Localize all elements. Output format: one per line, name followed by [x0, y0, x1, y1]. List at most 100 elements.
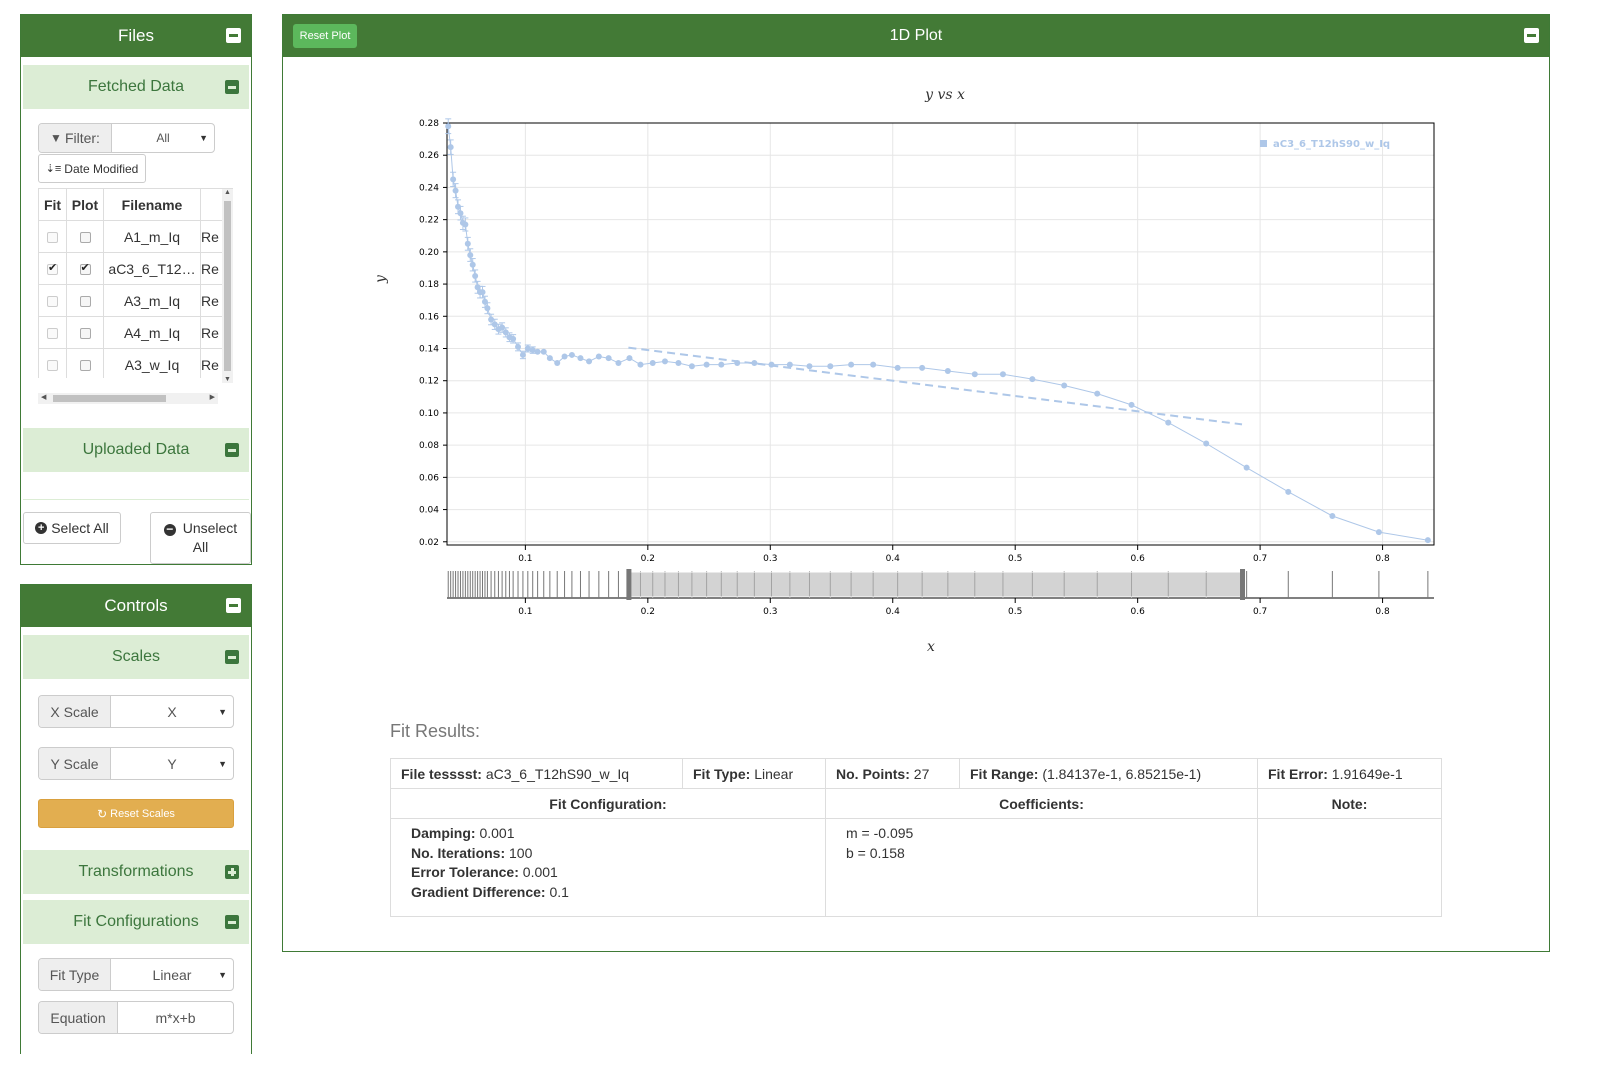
- data-point: [806, 363, 813, 370]
- sort-label: Date Modified: [64, 161, 139, 176]
- plot-checkbox[interactable]: [79, 296, 91, 308]
- fit-checkbox[interactable]: [47, 232, 58, 244]
- data-point: [546, 355, 553, 362]
- fit-configurations-header[interactable]: Fit Configurations: [23, 900, 249, 944]
- fit-results-table: File tesssst: aC3_6_T12hS90_w_Iq Fit Typ…: [390, 758, 1442, 917]
- plot-chart[interactable]: y vs x y x 0.02 0.04 0.06 0.08 0.10 0.12 0.14 0.16…: [283, 57, 1549, 677]
- y-scale-select[interactable]: Y Scale Y ▼: [38, 747, 234, 780]
- fit-details-row: Damping: 0.001 No. Iterations: 100 Error…: [390, 818, 1442, 917]
- files-panel: Files Fetched Data ▼ Filter: All ▼ ⇣≡ Da…: [20, 14, 252, 565]
- data-point: [529, 347, 536, 354]
- data-point: [474, 284, 481, 291]
- data-point: [479, 289, 486, 296]
- scroll-right-icon[interactable]: ▶: [209, 394, 215, 401]
- x-scale-select[interactable]: X Scale X ▼: [38, 695, 234, 728]
- data-point: [1329, 513, 1336, 520]
- collapse-controls-icon[interactable]: [226, 598, 241, 613]
- data-point: [502, 329, 509, 336]
- plot-checkbox[interactable]: [79, 328, 91, 340]
- hscroll-thumb[interactable]: [53, 395, 166, 402]
- collapse-fit-configurations-icon[interactable]: [225, 915, 239, 929]
- transformations-header[interactable]: Transformations: [23, 850, 249, 894]
- points-value: 27: [913, 765, 930, 782]
- plot-checkbox[interactable]: [79, 261, 91, 276]
- select-all-button[interactable]: + Select All: [23, 512, 121, 544]
- config-error-tolerance: Error Tolerance: 0.001: [411, 864, 558, 880]
- scroll-left-icon[interactable]: ◀: [41, 394, 47, 401]
- uploaded-data-title: Uploaded Data: [82, 441, 190, 458]
- plot-checkbox[interactable]: [79, 360, 91, 372]
- scales-header[interactable]: Scales: [23, 635, 249, 679]
- data-point: [515, 343, 522, 350]
- scroll-thumb[interactable]: [224, 201, 231, 371]
- collapse-plot-icon[interactable]: [1524, 28, 1539, 43]
- reset-scales-button[interactable]: ↻ Reset Scales: [38, 799, 234, 828]
- points-label: No. Points:: [836, 765, 910, 782]
- collapse-uploaded-icon[interactable]: [225, 443, 239, 457]
- data-point: [919, 364, 926, 371]
- note-header: Note:: [1331, 795, 1368, 812]
- fit-type-select[interactable]: Fit Type Linear ▼: [38, 958, 234, 991]
- y-tick-label: 0.10: [419, 409, 439, 419]
- file-row[interactable]: aC3_6_T12…Re: [38, 252, 233, 285]
- y-tick-label: 0.12: [419, 377, 439, 387]
- unselect-all-label: Unselect: [182, 520, 238, 536]
- x-tick-label: 0.2: [641, 554, 655, 564]
- reset-plot-button[interactable]: Reset Plot: [293, 24, 357, 48]
- uploaded-data-header[interactable]: Uploaded Data: [23, 428, 249, 472]
- table-horizontal-scrollbar[interactable]: ◀ ▶: [38, 393, 218, 404]
- col-plot[interactable]: Plot: [66, 188, 104, 221]
- file-table-container: Fit Plot Filename A1_m_IqReaC3_6_T12…ReA…: [38, 188, 233, 378]
- data-point: [1128, 401, 1135, 408]
- collapse-files-icon[interactable]: [226, 28, 241, 43]
- filter-icon: ▼: [50, 131, 62, 145]
- data-point: [688, 363, 695, 370]
- fit-checkbox[interactable]: [47, 261, 58, 276]
- plot-panel-header: Reset Plot 1D Plot: [283, 15, 1549, 57]
- series-line: [447, 126, 1428, 541]
- collapse-fetched-icon[interactable]: [225, 80, 239, 94]
- data-point: [870, 361, 877, 368]
- fit-type-result-label: Fit Type:: [693, 765, 751, 782]
- brush-x-tick-label: 0.4: [886, 607, 901, 617]
- fit-checkbox[interactable]: [47, 328, 58, 340]
- equation-label: Equation: [50, 1009, 106, 1026]
- table-vertical-scrollbar[interactable]: ▲ ▼: [222, 189, 233, 383]
- controls-panel-title: Controls: [104, 596, 168, 615]
- fetched-data-header[interactable]: Fetched Data: [23, 65, 249, 109]
- collapse-scales-icon[interactable]: [225, 650, 239, 664]
- filename-cell: A4_m_Iq: [103, 316, 201, 349]
- y-tick-label: 0.08: [419, 441, 439, 451]
- range-label: Fit Range:: [970, 765, 1039, 782]
- brush-x-tick-label: 0.3: [763, 607, 777, 617]
- fit-checkbox[interactable]: [47, 360, 58, 372]
- col-filename[interactable]: Filename: [103, 188, 201, 221]
- unselect-all-button[interactable]: − Unselect All: [150, 512, 251, 564]
- file-row[interactable]: A4_m_Iq Re: [38, 316, 233, 349]
- fit-checkbox[interactable]: [47, 296, 58, 308]
- filter-select[interactable]: ▼ Filter: All ▼: [38, 123, 215, 153]
- plot-checkbox[interactable]: [79, 232, 91, 244]
- config-damping: Damping: 0.001: [411, 825, 515, 841]
- select-all-label: Select All: [51, 520, 109, 536]
- equation-input[interactable]: Equation m*x+b: [38, 1001, 234, 1034]
- file-row[interactable]: A3_m_Iq Re: [38, 284, 233, 317]
- y-tick-label: 0.16: [419, 312, 439, 322]
- data-point: [615, 359, 622, 366]
- file-row[interactable]: A3_w_Iq Re: [38, 348, 233, 378]
- sort-date-modified-button[interactable]: ⇣≡ Date Modified: [38, 154, 146, 183]
- col-fit[interactable]: Fit: [38, 188, 67, 221]
- y-tick-label: 0.18: [419, 280, 439, 290]
- x-tick-label: 0.4: [886, 554, 901, 564]
- chevron-down-icon: ▼: [199, 133, 208, 143]
- data-point: [445, 123, 452, 130]
- data-point: [1165, 419, 1172, 426]
- file-row[interactable]: A1_m_Iq Re: [38, 220, 233, 253]
- data-point: [577, 355, 584, 362]
- expand-transformations-icon[interactable]: [225, 865, 239, 879]
- data-point: [491, 321, 498, 328]
- data-point: [703, 361, 710, 368]
- scroll-down-icon[interactable]: ▼: [224, 376, 231, 383]
- scroll-up-icon[interactable]: ▲: [224, 189, 231, 196]
- data-point: [450, 176, 457, 183]
